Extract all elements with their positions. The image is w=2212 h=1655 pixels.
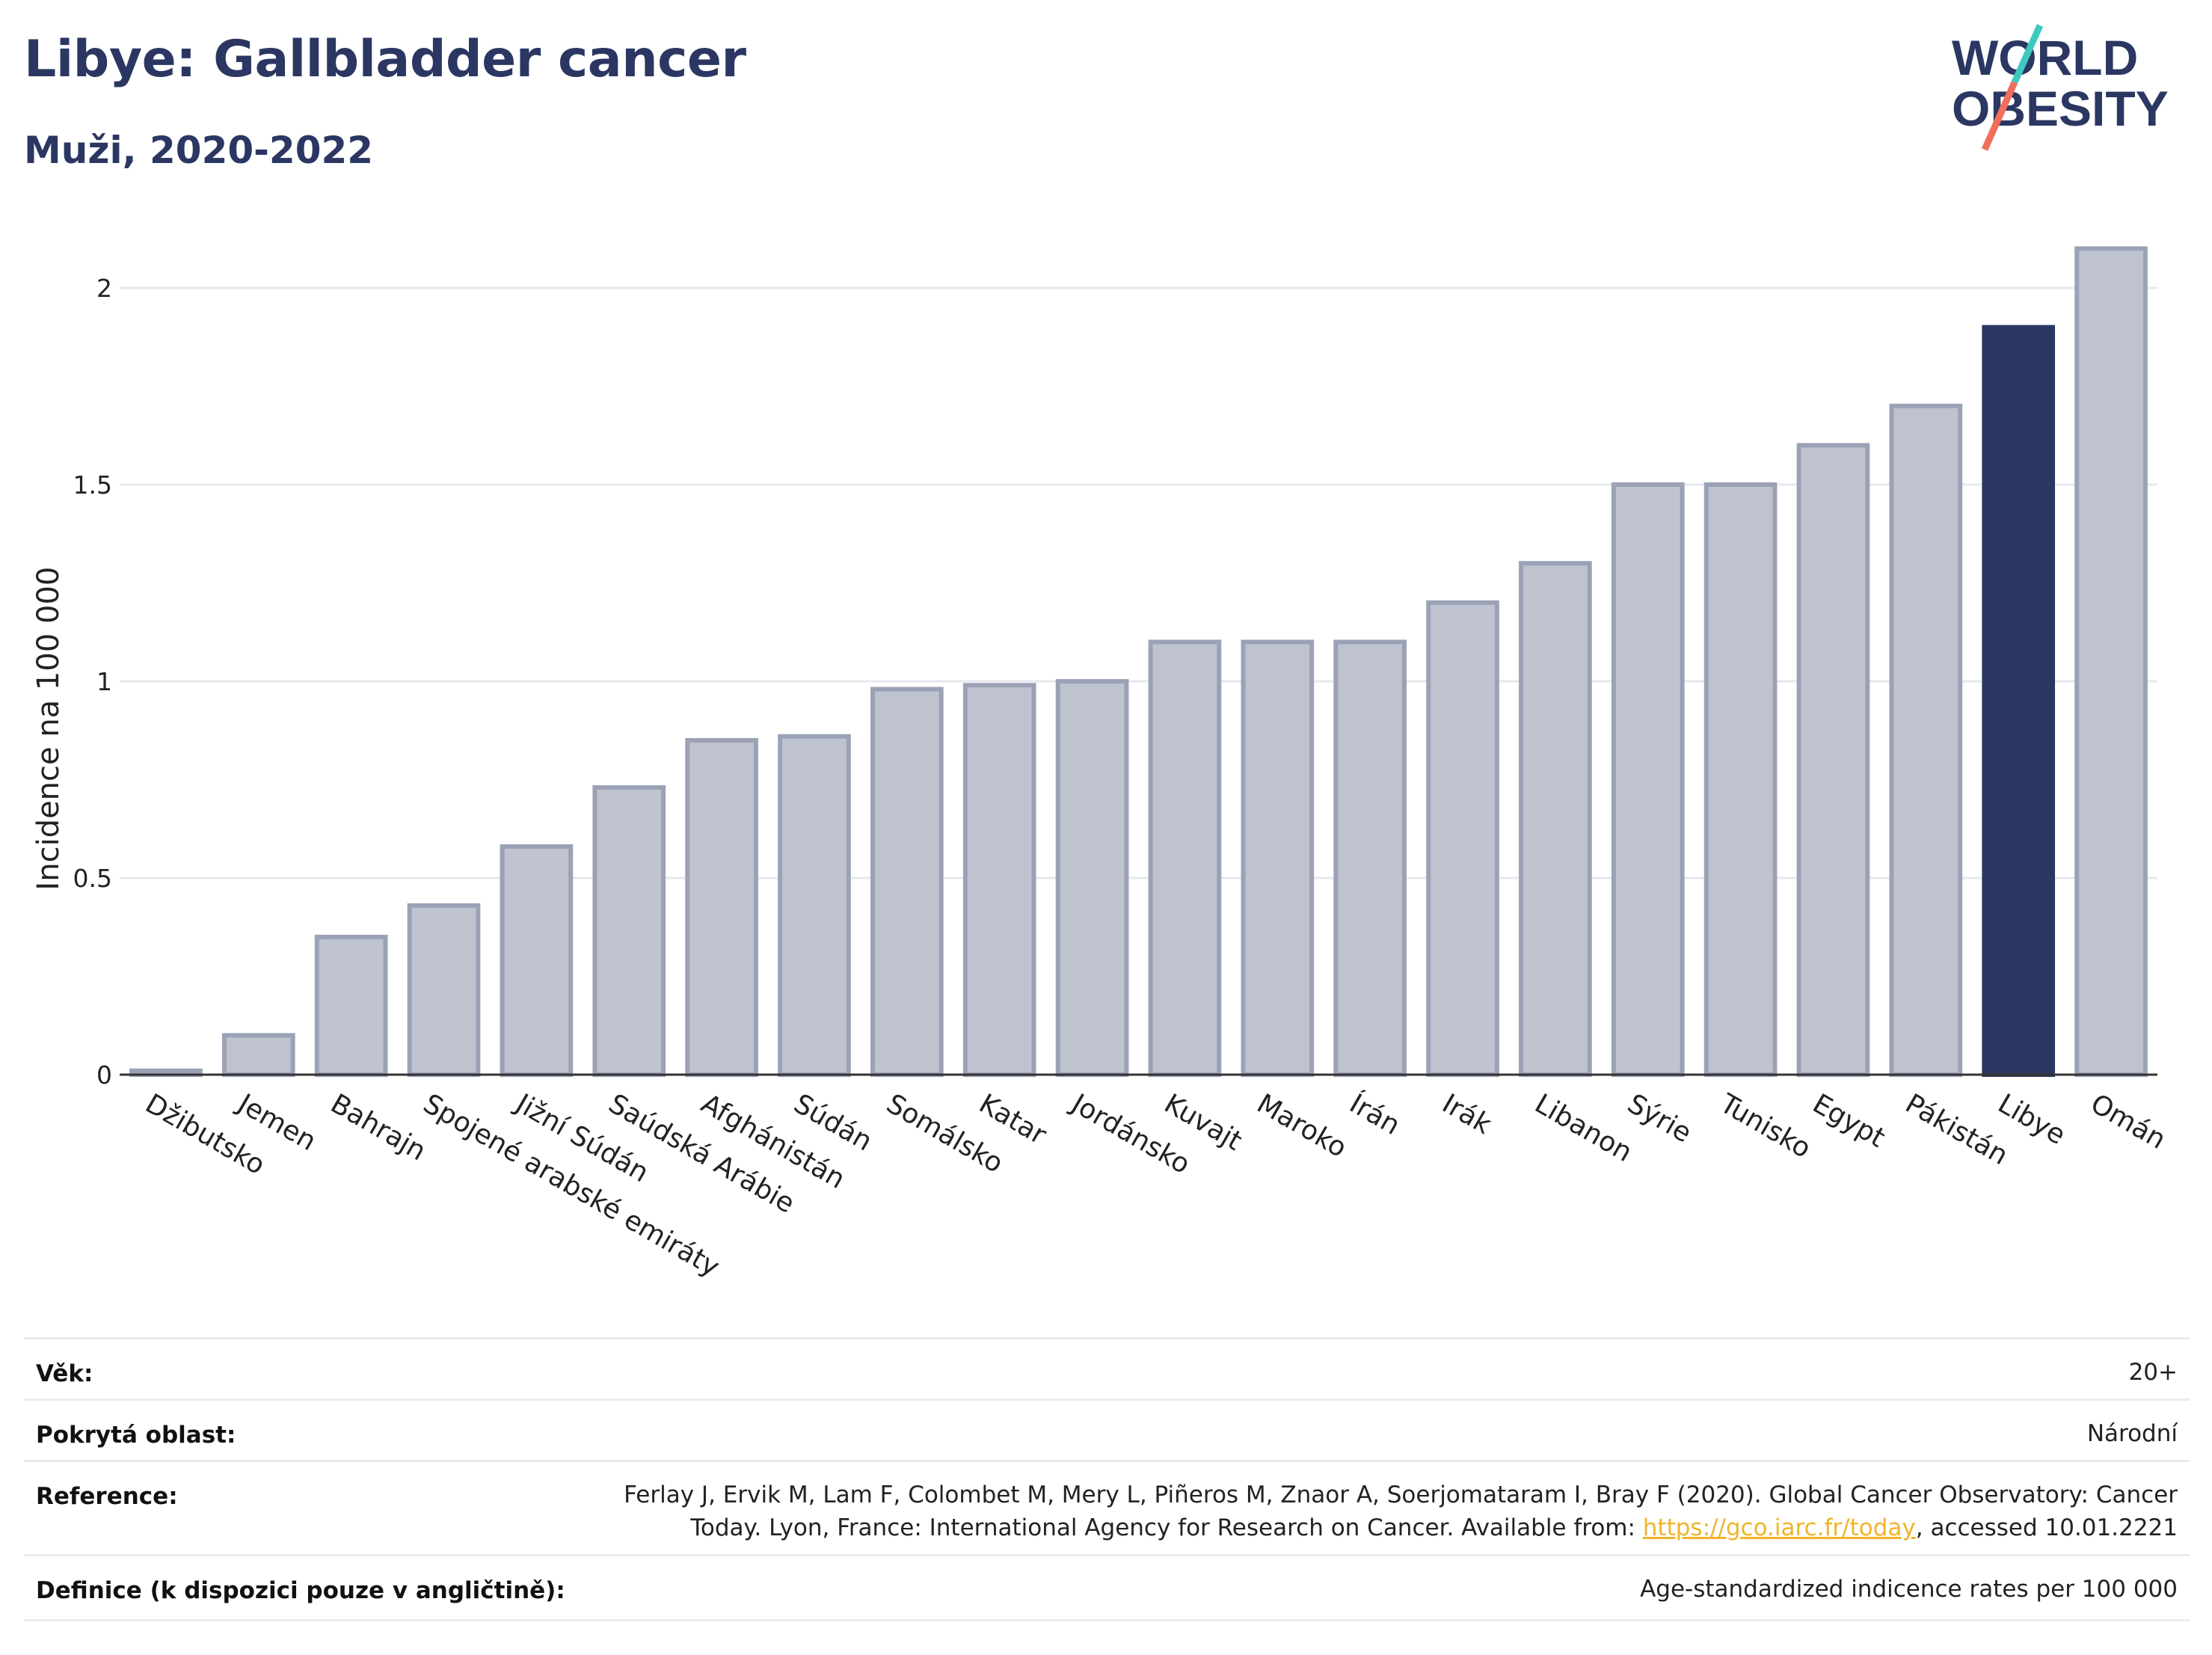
logo-line2: OBESITY <box>1952 81 2169 136</box>
reference-label: Reference: <box>36 1483 178 1510</box>
bar-egypt <box>1796 443 1870 1077</box>
bar-jemen <box>221 1033 295 1078</box>
coverage-label: Pokrytá oblast: <box>36 1422 236 1449</box>
x-tick-label: Egypt <box>1807 1088 1890 1153</box>
bar-sýrie <box>1611 482 1685 1077</box>
bar-somálsko <box>870 687 944 1077</box>
bar-libye <box>1982 325 2056 1078</box>
bar-maroko <box>1241 639 1315 1077</box>
reference-value: Ferlay J, Ervik M, Lam F, Colombet M, Me… <box>624 1479 2178 1544</box>
age-value: 20+ <box>2128 1359 2178 1386</box>
definition-value: Age-standardized indicence rates per 100… <box>1640 1576 2178 1603</box>
bar-chart: Incidence na 100 000 00.511.52DžibutskoJ… <box>31 246 2171 1283</box>
bar-saúdská-arábie <box>592 785 666 1078</box>
bar-jižní-súdán <box>500 844 574 1078</box>
logo-slash-coral <box>1981 81 2018 151</box>
x-tick-label: Tunisko <box>1714 1088 1816 1164</box>
bar-katar <box>962 683 1036 1077</box>
page-title: Libye: Gallbladder cancer <box>24 30 746 89</box>
bar-pákistán <box>1889 403 1963 1077</box>
definition-label: Definice (k dispozici pouze v angličtině… <box>36 1577 565 1604</box>
x-tick-label: Omán <box>2086 1088 2171 1155</box>
page-subtitle: Muži, 2020-2022 <box>24 129 374 172</box>
logo-slash-teal <box>2011 24 2044 84</box>
reference-text-line1: Ferlay J, Ervik M, Lam F, Colombet M, Me… <box>624 1481 2178 1508</box>
bar-afghánistán <box>685 737 758 1078</box>
bar-jordánsko <box>1055 679 1129 1077</box>
x-tick-label: Bahrajn <box>325 1088 431 1167</box>
age-label: Věk: <box>36 1360 93 1387</box>
bar-irák <box>1426 600 1499 1077</box>
x-tick-label: Irák <box>1437 1088 1497 1140</box>
bar-kuvajt <box>1148 639 1222 1077</box>
logo-line1: WORLD <box>1952 30 2138 85</box>
y-axis-label: Incidence na 100 000 <box>31 567 66 891</box>
bar-súdán <box>778 734 851 1077</box>
y-tick-label: 2 <box>96 274 112 303</box>
x-tick-label: Pákistán <box>1900 1088 2013 1171</box>
info-row-reference: Reference: Ferlay J, Ervik M, Lam F, Col… <box>24 1460 2190 1556</box>
info-row-age: Věk: 20+ <box>24 1337 2190 1401</box>
bar-tunisko <box>1703 482 1778 1077</box>
y-tick-label: 1 <box>96 667 112 696</box>
reference-link[interactable]: https://gco.iarc.fr/today <box>1642 1514 1916 1541</box>
bars <box>129 246 2148 1078</box>
y-tick-label: 1.5 <box>73 470 112 500</box>
x-tick-label: Libanon <box>1529 1088 1637 1168</box>
x-tick-label: Írán <box>1345 1087 1406 1141</box>
bar-bahrajn <box>314 934 388 1078</box>
world-obesity-logo: WORLD OBESITY <box>1952 24 2169 151</box>
y-tick-label: 0 <box>96 1060 112 1090</box>
bar-írán <box>1333 639 1407 1077</box>
coverage-value: Národní <box>2086 1420 2178 1447</box>
bar-libanon <box>1519 561 1592 1077</box>
reference-text-line2-pre: Today. Lyon, France: International Agenc… <box>690 1514 1643 1541</box>
info-row-coverage: Pokrytá oblast: Národní <box>24 1398 2190 1462</box>
axes: Incidence na 100 000 <box>31 567 2157 1076</box>
bar-omán <box>2074 246 2148 1077</box>
x-tick-label: Maroko <box>1252 1088 1352 1164</box>
bar-spojené-arabské-emiráty <box>407 903 481 1077</box>
reference-text-line2-post: , accessed 10.01.2221 <box>1915 1514 2178 1541</box>
info-row-definition: Definice (k dispozici pouze v angličtině… <box>24 1554 2190 1621</box>
y-tick-label: 0.5 <box>73 864 112 893</box>
